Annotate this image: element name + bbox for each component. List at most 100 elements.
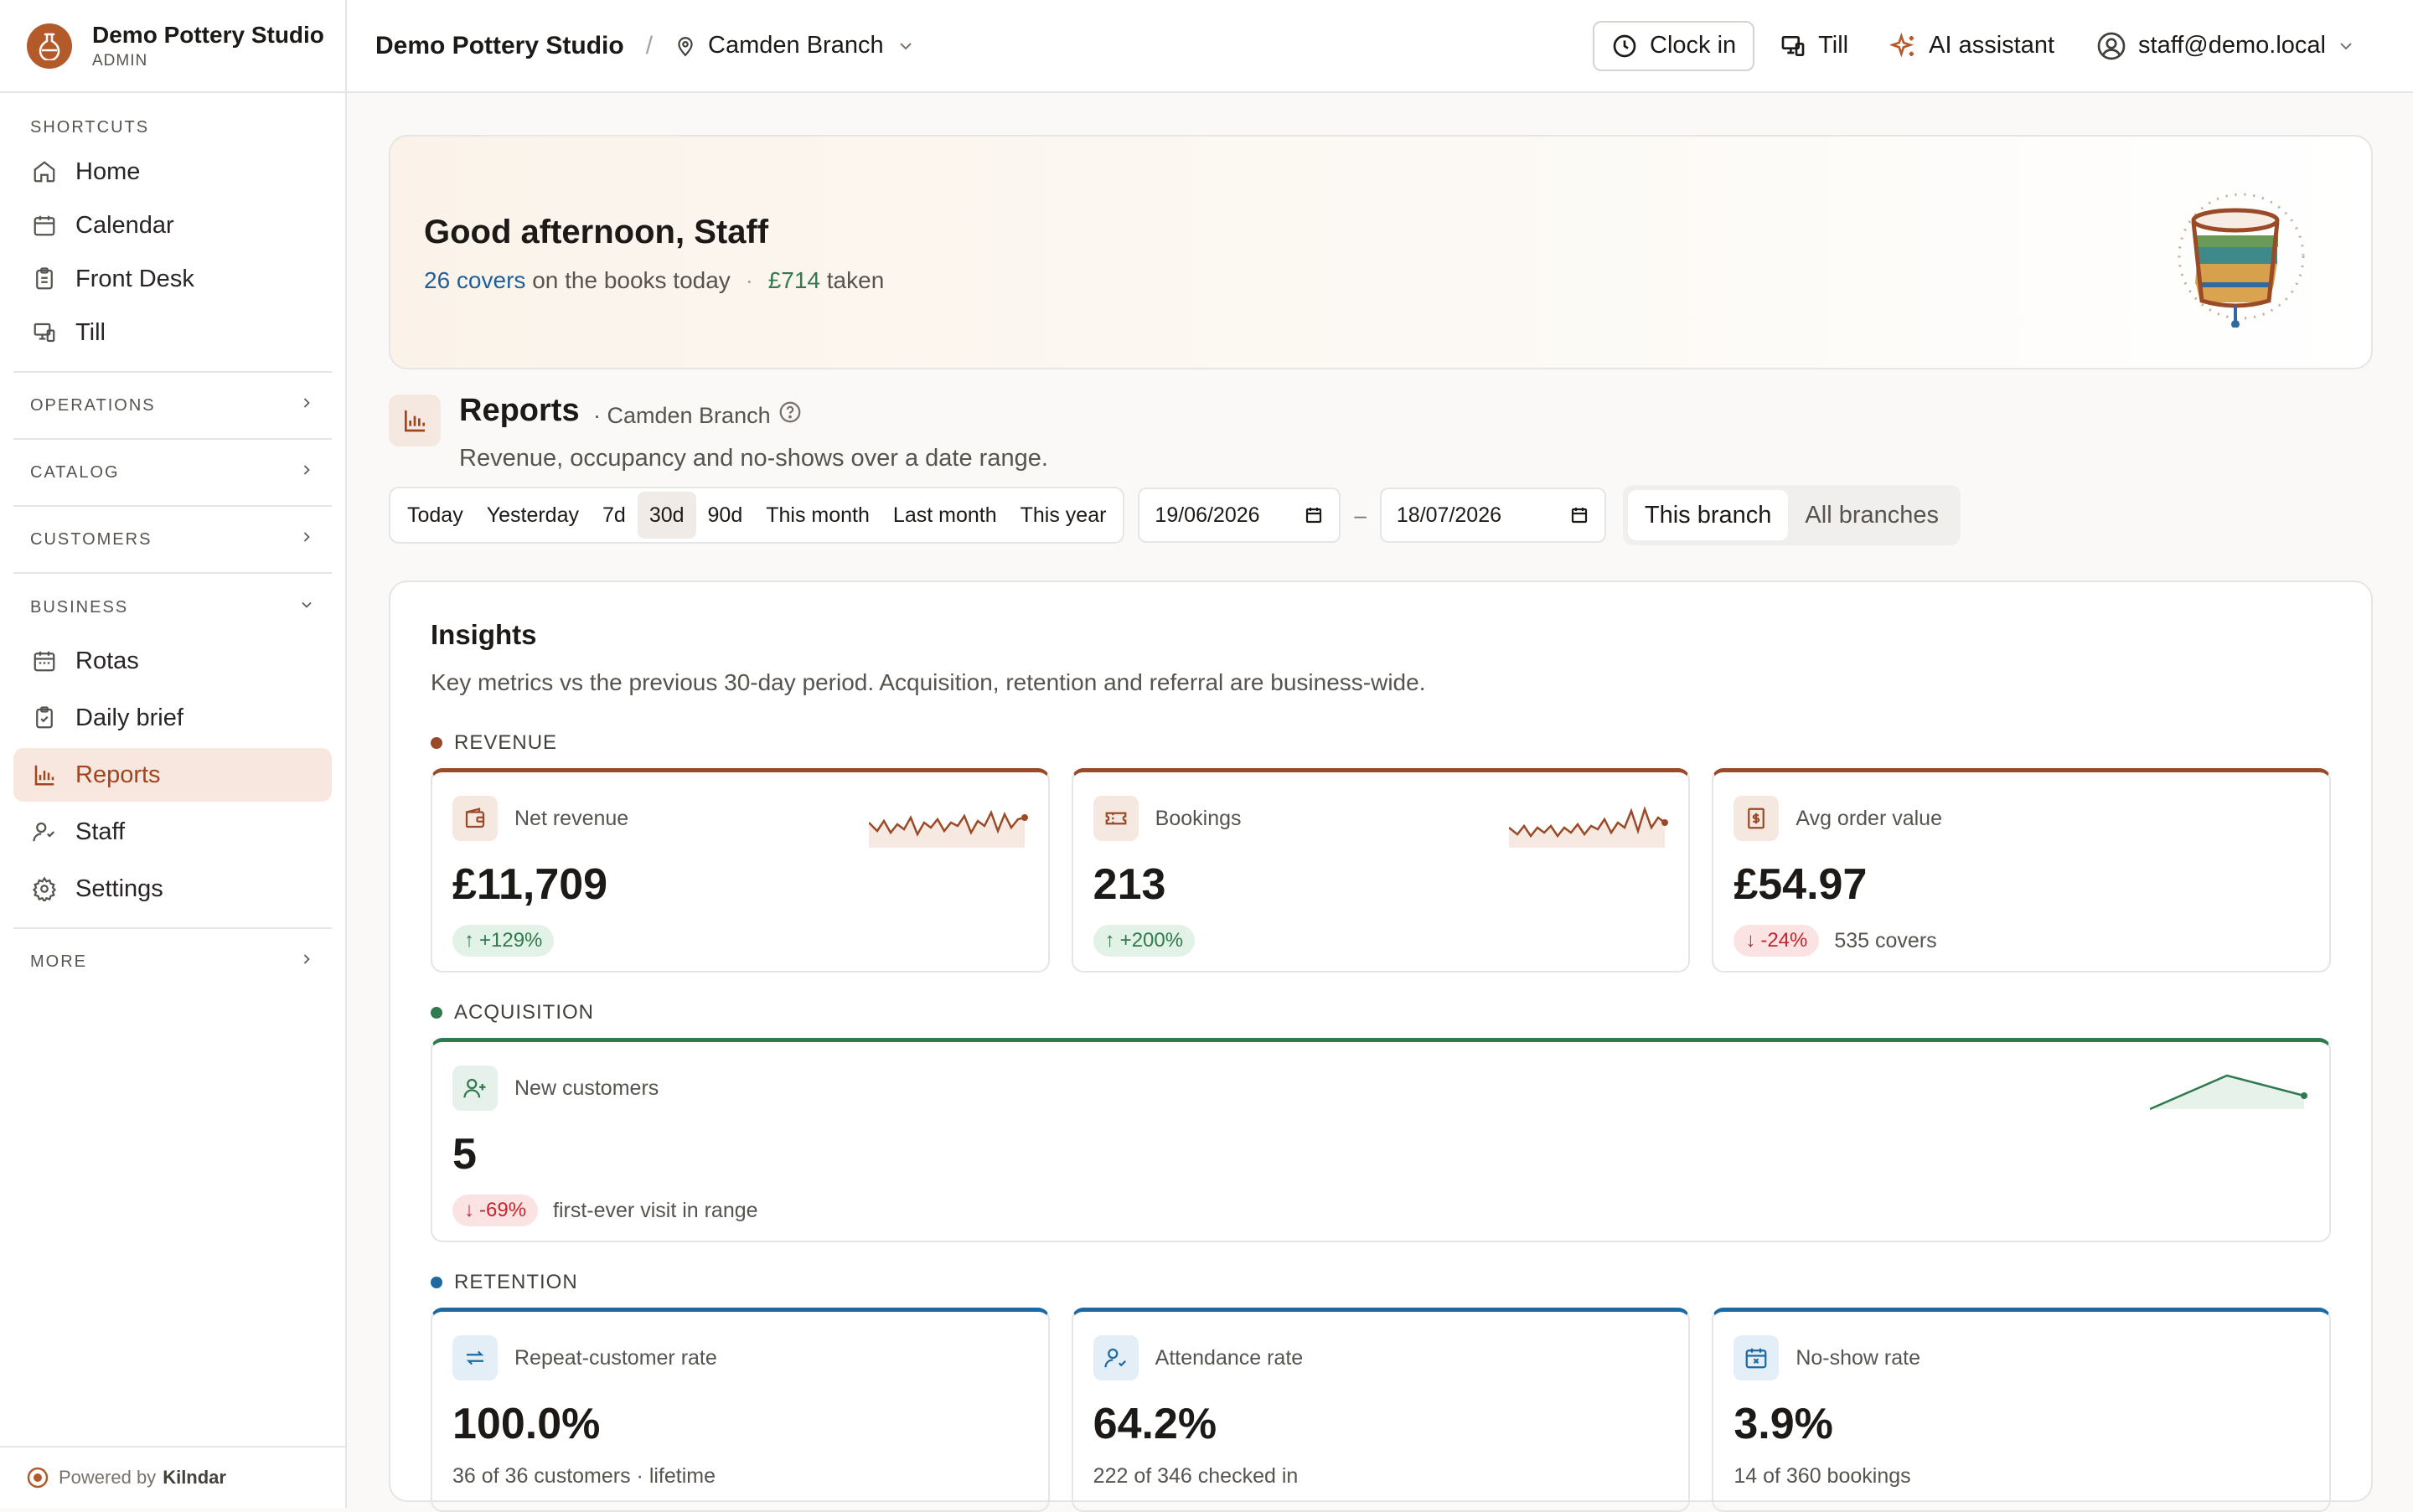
date-from-field[interactable]: 19/06/2026 [1138, 488, 1341, 543]
metric-card-bookings[interactable]: Bookings 213 ↑+200% [1072, 768, 1691, 973]
chevron-down-icon [896, 36, 916, 56]
greeting-summary: 26 covers on the books today · £714 take… [424, 267, 884, 294]
clipboard-check-icon [30, 704, 59, 732]
user-avatar-icon [2096, 31, 2138, 61]
section-customers[interactable]: CUSTOMERS [0, 507, 345, 572]
taken-amount: £714 [768, 267, 820, 293]
sidebar-item-till[interactable]: Till [13, 306, 332, 359]
sidebar-item-settings[interactable]: Settings [13, 862, 332, 916]
range-yesterday[interactable]: Yesterday [475, 492, 591, 539]
clock-in-button[interactable]: Clock in [1593, 21, 1754, 71]
user-menu[interactable]: staff@demo.local [2080, 21, 2385, 71]
group-dot [431, 1007, 442, 1019]
sparkline-chart [869, 797, 1028, 848]
summary-dot: · [746, 267, 753, 293]
metric-card-attendance-rate[interactable]: Attendance rate 64.2% 222 of 346 checked… [1072, 1308, 1691, 1512]
till-icon [30, 318, 59, 347]
sidebar-item-label: Daily brief [75, 704, 183, 732]
range-this-year[interactable]: This year [1009, 492, 1119, 539]
wallet-icon [452, 796, 498, 841]
range-today[interactable]: Today [395, 492, 475, 539]
metric-note: 222 of 346 checked in [1093, 1464, 1299, 1489]
section-shortcuts: SHORTCUTS [0, 110, 345, 145]
section-more[interactable]: MORE [0, 929, 345, 994]
sidebar-item-staff[interactable]: Staff [13, 805, 332, 859]
sidebar-item-label: Staff [75, 818, 125, 846]
sparkle-icon [1890, 33, 1929, 59]
powered-by[interactable]: Powered by Kilndar [0, 1446, 345, 1508]
page-branch: · Camden Branch [593, 403, 771, 429]
chevron-right-icon [298, 951, 315, 973]
ai-assistant-button[interactable]: AI assistant [1873, 21, 2071, 71]
help-icon[interactable] [778, 400, 803, 431]
breadcrumb-studio[interactable]: Demo Pottery Studio [375, 32, 624, 60]
metric-card-no-show-rate[interactable]: No-show rate 3.9% 14 of 360 bookings [1712, 1308, 2331, 1512]
insights-panel: Insights Key metrics vs the previous 30-… [389, 581, 2373, 1502]
brand[interactable]: Demo Pottery Studio ADMIN [0, 0, 345, 93]
metric-label: No-show rate [1796, 1346, 1920, 1370]
sidebar-item-home[interactable]: Home [13, 145, 332, 199]
delta-value: -69% [479, 1199, 526, 1222]
main-content: Good afternoon, Staff 26 covers on the b… [347, 93, 2413, 1508]
sidebar-item-daily-brief[interactable]: Daily brief [13, 691, 332, 745]
receipt-icon [1734, 796, 1779, 841]
scope-this-branch[interactable]: This branch [1628, 490, 1789, 540]
section-operations[interactable]: OPERATIONS [0, 373, 345, 438]
metric-card-new-customers[interactable]: New customers 5 ↓-69% first-ever visit i… [431, 1038, 2331, 1242]
chevron-right-icon [298, 529, 315, 550]
chevron-right-icon [298, 462, 315, 483]
calendar-icon [30, 211, 59, 240]
range-7d[interactable]: 7d [591, 492, 638, 539]
sparkline-chart [1509, 797, 1668, 848]
metric-card-repeat-customer-rate[interactable]: Repeat-customer rate 100.0% 36 of 36 cus… [431, 1308, 1050, 1512]
range-90d[interactable]: 90d [696, 492, 755, 539]
date-to-field[interactable]: 18/07/2026 [1380, 488, 1606, 543]
group-acquisition: ACQUISITION [431, 1001, 2331, 1024]
range-30d[interactable]: 30d [638, 492, 696, 539]
metric-value: 64.2% [1093, 1399, 1669, 1449]
sidebar-item-reports[interactable]: Reports [13, 748, 332, 802]
metric-value: 5 [452, 1129, 2309, 1179]
group-dot [431, 737, 442, 749]
page-description: Revenue, occupancy and no-shows over a d… [459, 445, 1048, 472]
insights-description: Key metrics vs the previous 30-day perio… [431, 669, 2331, 696]
sidebar-item-label: Rotas [75, 648, 139, 675]
clock-in-label: Clock in [1650, 32, 1736, 59]
sidebar-item-calendar[interactable]: Calendar [13, 199, 332, 252]
metric-note: first-ever visit in range [553, 1199, 758, 1223]
metric-value: 213 [1093, 859, 1669, 910]
taken-suffix: taken [827, 267, 885, 293]
sidebar-item-label: Home [75, 158, 140, 186]
till-label: Till [1818, 32, 1848, 59]
calendar-icon[interactable] [1304, 505, 1324, 525]
bar-chart-icon [389, 395, 441, 446]
map-pin-icon [674, 35, 696, 57]
delta-value: +200% [1120, 929, 1183, 952]
branch-scope-toggle: This branch All branches [1623, 485, 1961, 545]
delta-badge: ↑+200% [1093, 925, 1195, 957]
section-catalog[interactable]: CATALOG [0, 440, 345, 505]
section-business-label: BUSINESS [30, 598, 128, 617]
branch-selector[interactable]: Camden Branch [674, 32, 916, 59]
powered-prefix: Powered by [59, 1467, 156, 1489]
sidebar-item-rotas[interactable]: Rotas [13, 634, 332, 688]
section-more-label: MORE [30, 952, 87, 972]
metric-card-net-revenue[interactable]: Net revenue £11,709 ↑+129% [431, 768, 1050, 973]
till-button[interactable]: Till [1763, 21, 1865, 71]
section-business[interactable]: BUSINESS [0, 574, 345, 641]
brand-name: Demo Pottery Studio [92, 22, 324, 49]
greeting-banner: Good afternoon, Staff 26 covers on the b… [389, 135, 2373, 369]
metric-label: Avg order value [1796, 807, 1942, 831]
covers-link[interactable]: 26 covers [424, 267, 525, 293]
calendar-icon[interactable] [1569, 505, 1589, 525]
range-last-month[interactable]: Last month [881, 492, 1009, 539]
insights-title: Insights [431, 619, 2331, 651]
scope-all-branches[interactable]: All branches [1788, 490, 1956, 540]
range-presets: Today Yesterday 7d 30d 90d This month La… [389, 487, 1124, 544]
range-this-month[interactable]: This month [754, 492, 881, 539]
chevron-down-icon [2336, 36, 2368, 56]
metric-label: Bookings [1155, 807, 1242, 831]
date-from-value: 19/06/2026 [1155, 503, 1259, 528]
sidebar-item-front-desk[interactable]: Front Desk [13, 252, 332, 306]
metric-card-avg-order-value[interactable]: Avg order value £54.97 ↓-24% 535 covers [1712, 768, 2331, 973]
